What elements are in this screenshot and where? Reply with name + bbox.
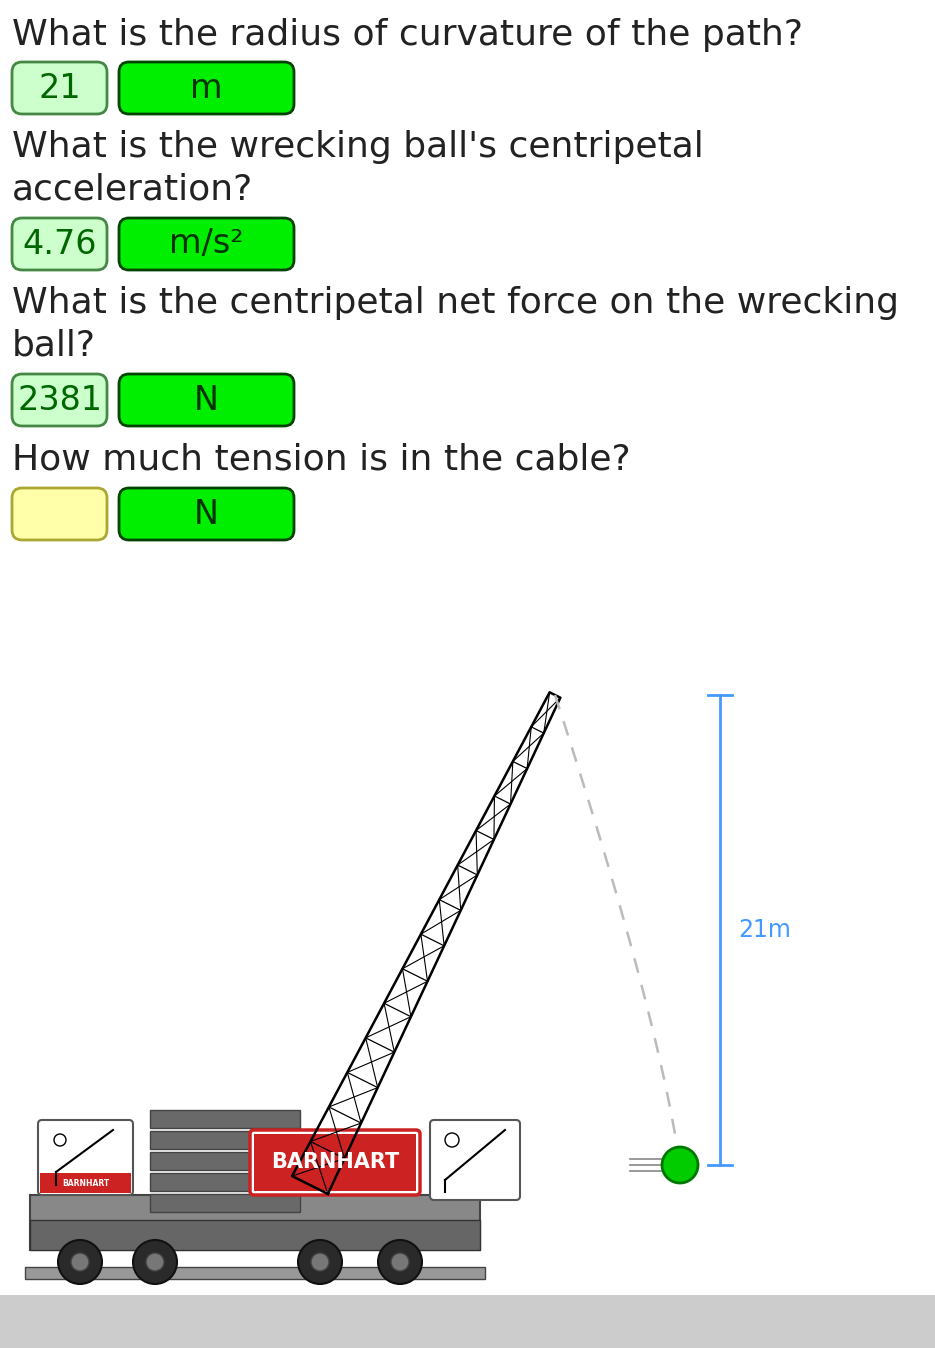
- FancyBboxPatch shape: [119, 62, 294, 115]
- Text: N: N: [194, 497, 219, 531]
- Circle shape: [298, 1240, 342, 1285]
- Bar: [30, 1220, 480, 1250]
- FancyBboxPatch shape: [119, 373, 294, 426]
- FancyBboxPatch shape: [250, 1130, 420, 1194]
- FancyBboxPatch shape: [38, 1120, 133, 1194]
- FancyBboxPatch shape: [12, 373, 107, 426]
- Text: m: m: [190, 71, 223, 105]
- Bar: [150, 1173, 300, 1192]
- Bar: [150, 1153, 300, 1170]
- Bar: [40, 1173, 131, 1193]
- Text: How much tension is in the cable?: How much tension is in the cable?: [12, 442, 630, 476]
- Circle shape: [71, 1254, 89, 1271]
- Text: 21m: 21m: [738, 918, 791, 942]
- Bar: [150, 1109, 300, 1128]
- Text: 21: 21: [38, 71, 80, 105]
- Bar: [150, 1194, 300, 1212]
- Bar: [150, 1131, 300, 1148]
- FancyBboxPatch shape: [12, 488, 107, 541]
- Bar: [0, 1295, 935, 1348]
- Text: What is the radius of curvature of the path?: What is the radius of curvature of the p…: [12, 18, 803, 53]
- Bar: [30, 1194, 480, 1250]
- Text: BARNHART: BARNHART: [62, 1178, 109, 1188]
- FancyBboxPatch shape: [119, 218, 294, 270]
- Circle shape: [133, 1240, 177, 1285]
- Circle shape: [58, 1240, 102, 1285]
- Bar: [42, 1124, 129, 1173]
- FancyBboxPatch shape: [12, 62, 107, 115]
- FancyBboxPatch shape: [119, 488, 294, 541]
- FancyBboxPatch shape: [430, 1120, 520, 1200]
- Text: BARNHART: BARNHART: [271, 1153, 399, 1173]
- Text: What is the centripetal net force on the wrecking: What is the centripetal net force on the…: [12, 286, 899, 319]
- Circle shape: [445, 1134, 459, 1147]
- Bar: [254, 1134, 416, 1192]
- Circle shape: [391, 1254, 409, 1271]
- Circle shape: [378, 1240, 422, 1285]
- Circle shape: [54, 1134, 66, 1146]
- Text: What is the wrecking ball's centripetal: What is the wrecking ball's centripetal: [12, 129, 704, 164]
- Text: acceleration?: acceleration?: [12, 173, 253, 206]
- Circle shape: [311, 1254, 329, 1271]
- Circle shape: [146, 1254, 164, 1271]
- Text: 2381: 2381: [17, 383, 102, 417]
- Circle shape: [662, 1147, 698, 1184]
- Bar: [25, 1267, 485, 1279]
- FancyBboxPatch shape: [12, 218, 107, 270]
- Text: m/s²: m/s²: [169, 228, 244, 260]
- Text: N: N: [194, 383, 219, 417]
- Text: 4.76: 4.76: [22, 228, 96, 260]
- Text: ball?: ball?: [12, 328, 96, 363]
